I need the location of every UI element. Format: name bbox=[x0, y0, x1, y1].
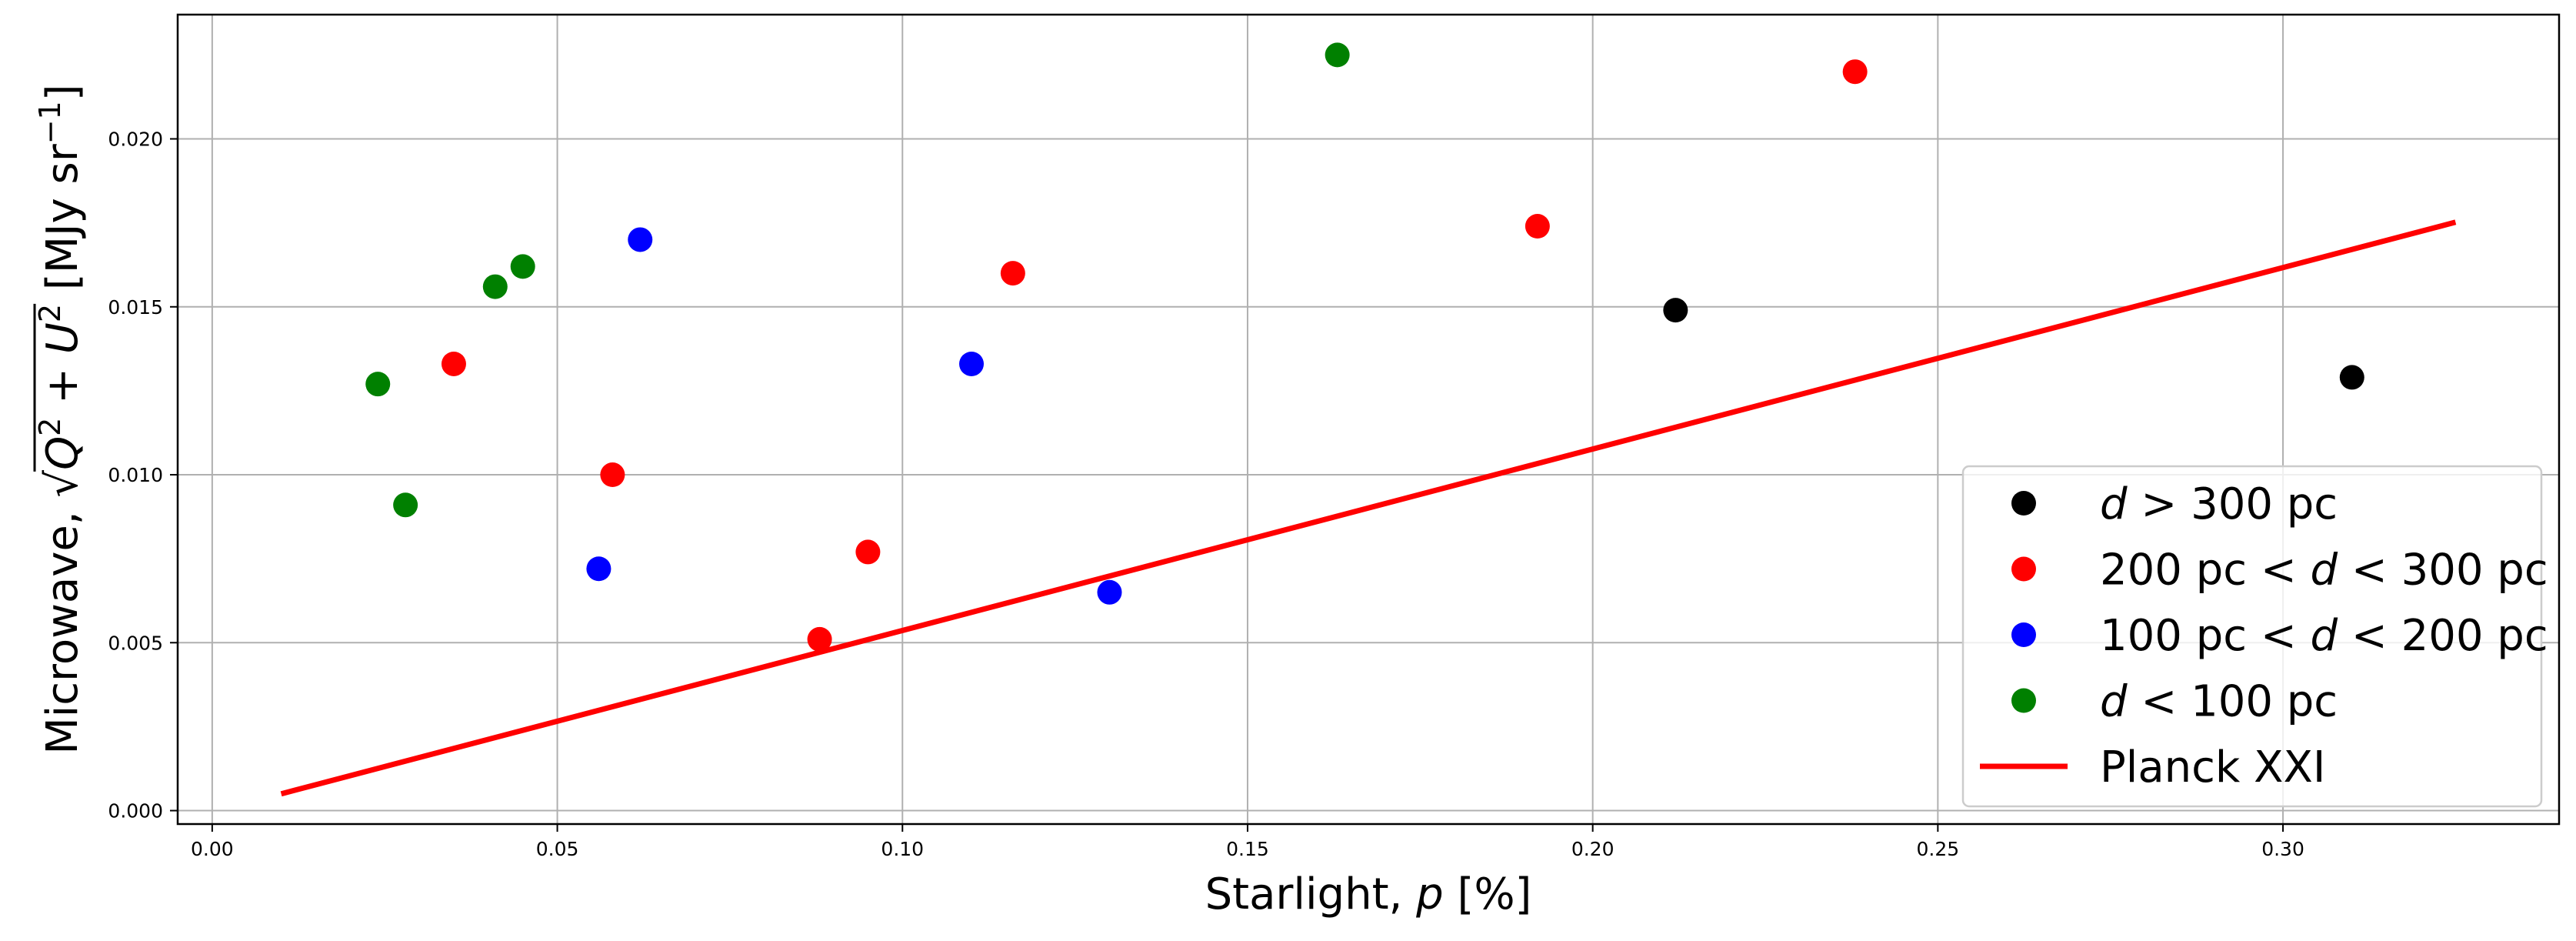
y-axis-unit-exponent: −1 bbox=[33, 101, 67, 144]
planck-xxi-fit-line bbox=[280, 219, 2457, 797]
y-axis-unit-end: ] bbox=[38, 84, 88, 101]
legend-box bbox=[1961, 465, 2543, 808]
legend-label-part: d bbox=[2311, 611, 2338, 661]
y-tick-label: 0.020 bbox=[108, 128, 163, 151]
y-tick-label: 0.005 bbox=[108, 632, 163, 654]
data-point bbox=[628, 227, 653, 252]
data-point bbox=[586, 556, 612, 582]
data-point bbox=[855, 539, 881, 565]
y-tick-label: 0.010 bbox=[108, 464, 163, 486]
data-point bbox=[482, 274, 508, 299]
legend-label-part: < 100 pc bbox=[2128, 677, 2338, 727]
legend-label-part: > 300 pc bbox=[2128, 479, 2338, 529]
data-point bbox=[1000, 261, 1025, 286]
data-point bbox=[959, 351, 984, 376]
y-axis-title-prefix: Microwave, bbox=[38, 498, 88, 755]
legend-label: d < 100 pc bbox=[2100, 677, 2338, 727]
plot-frame bbox=[176, 13, 2561, 826]
data-point bbox=[441, 351, 466, 376]
legend-marker bbox=[2011, 622, 2036, 647]
data-point bbox=[1842, 59, 1868, 85]
x-axis-title: Starlight, p [%] bbox=[1205, 869, 1532, 919]
legend-label-part: Planck XXI bbox=[2100, 742, 2325, 793]
y-axis-title: Microwave, √Q2 + U2 [MJy sr−1] bbox=[33, 84, 88, 754]
variable-q: Q bbox=[38, 436, 88, 470]
data-point bbox=[2339, 365, 2364, 390]
y-axis-title-text: Microwave, √Q2 + U2 [MJy sr−1] bbox=[33, 84, 88, 754]
legend-marker bbox=[2011, 688, 2036, 713]
data-point bbox=[1663, 298, 1688, 323]
legend: d > 300 pc 200 pc < d < 300 pc 100 pc < d … bbox=[1961, 465, 2548, 808]
variable-u: U bbox=[38, 322, 88, 354]
y-axis-unit: [MJy sr bbox=[38, 143, 88, 304]
data-point bbox=[600, 462, 625, 488]
x-tick-label: 0.30 bbox=[2261, 838, 2304, 860]
legend-label-part: < 200 pc bbox=[2338, 611, 2548, 661]
x-tick-label: 0.25 bbox=[1917, 838, 1960, 860]
legend-label-part: d bbox=[2100, 479, 2128, 529]
x-tick-label: 0.20 bbox=[1571, 838, 1615, 860]
x-axis-title-prefix: Starlight, bbox=[1205, 869, 1417, 919]
axis-ticks: 0.00 0.05 0.10 0.15 0.20 0.25 0.30 0.000 0.005 0.… bbox=[108, 128, 2304, 860]
legend-marker bbox=[2011, 556, 2036, 582]
x-tick-label: 0.15 bbox=[1226, 838, 1269, 860]
x-tick-label: 0.05 bbox=[536, 838, 579, 860]
x-tick-label: 0.00 bbox=[191, 838, 234, 860]
data-series bbox=[280, 42, 2457, 797]
exponent-2: 2 bbox=[33, 304, 67, 322]
plus-sign: + bbox=[38, 354, 88, 418]
legend-label-part: d bbox=[2311, 546, 2338, 596]
exponent-2: 2 bbox=[33, 418, 67, 436]
legend-label-part: 200 pc < bbox=[2100, 546, 2311, 596]
data-point bbox=[1525, 214, 1550, 239]
y-tick-label: 0.000 bbox=[108, 800, 163, 823]
data-point bbox=[393, 492, 418, 518]
legend-label: Planck XXI bbox=[2100, 742, 2325, 793]
data-point bbox=[807, 626, 832, 652]
data-point bbox=[365, 372, 391, 397]
data-point bbox=[1097, 579, 1122, 605]
x-axis-title-suffix: [%] bbox=[1444, 869, 1532, 919]
legend-label: 200 pc < d < 300 pc bbox=[2100, 546, 2548, 596]
legend-label: d > 300 pc bbox=[2100, 479, 2338, 529]
radical-sign: √ bbox=[38, 470, 88, 498]
legend-label-part: d bbox=[2100, 677, 2128, 727]
legend-label-part: 100 pc < bbox=[2100, 611, 2311, 661]
data-point bbox=[510, 254, 535, 279]
legend-label-part: < 300 pc bbox=[2338, 546, 2548, 596]
x-axis-title-var: p bbox=[1415, 869, 1444, 919]
x-tick-label: 0.10 bbox=[881, 838, 924, 860]
y-tick-label: 0.015 bbox=[108, 296, 163, 319]
legend-marker bbox=[2011, 491, 2036, 516]
data-point bbox=[1325, 42, 1350, 68]
legend-label: 100 pc < d < 200 pc bbox=[2100, 611, 2548, 661]
